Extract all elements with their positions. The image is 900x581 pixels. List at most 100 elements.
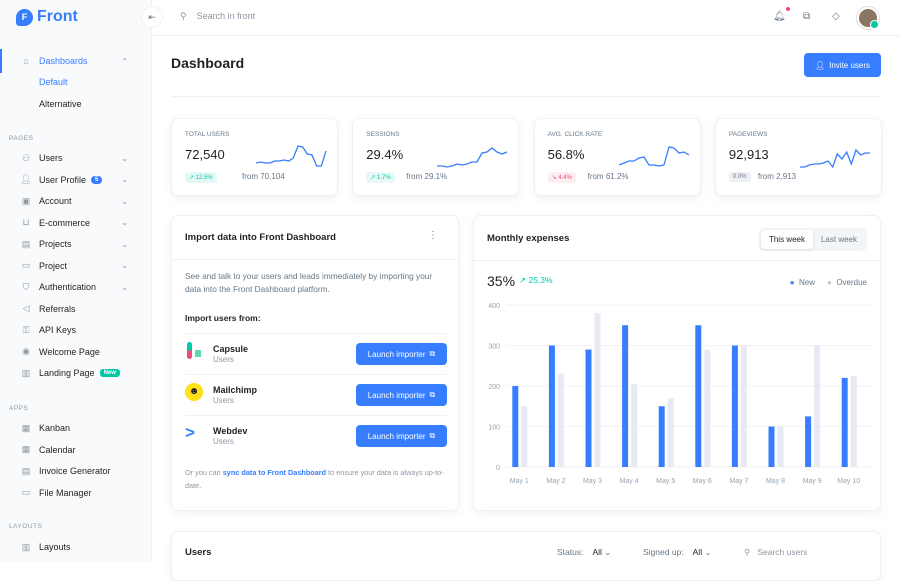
avatar[interactable]	[857, 7, 879, 29]
stat-from: from 70,104	[242, 172, 285, 181]
sidebar-item-project[interactable]: ▭ Project ⌄	[0, 256, 152, 276]
new-badge: New	[99, 369, 120, 377]
section-pages: PAGES	[9, 135, 34, 142]
sparkline-line	[256, 145, 327, 167]
users-search[interactable]: ⚲ Search users	[744, 547, 807, 558]
sidebar-item-users[interactable]: ⚇ Users ⌄	[0, 148, 152, 168]
sidebar-item-e-commerce[interactable]: ⊔ E-commerce ⌄	[0, 213, 152, 233]
sidebar-item-alternative[interactable]: Alternative	[39, 99, 82, 109]
sidebar-item-authentication[interactable]: ⛉ Authentication ⌄	[0, 277, 152, 297]
stat-change-badge: ↗ 12.5%	[185, 172, 217, 183]
import-card: Import data into Front Dashboard ⋮ See a…	[171, 215, 459, 511]
import-name: Capsule	[213, 344, 249, 354]
sidebar-item-welcome-page[interactable]: ◉ Welcome Page	[0, 342, 152, 362]
logo[interactable]: F Front	[16, 8, 78, 26]
sparkline-line	[799, 148, 870, 169]
box-arrow-icon[interactable]: ⧉	[803, 11, 811, 22]
sidebar-item-default[interactable]: Default	[39, 77, 68, 87]
launch-importer-button[interactable]: Launch importer ⧉	[356, 343, 447, 365]
chevron-down-icon: ⌄	[121, 261, 128, 270]
sidebar-item-label: Users	[39, 153, 63, 163]
sidebar-item-user-profile[interactable]: 👤︎ User Profile 5 ⌄	[0, 170, 152, 190]
bar-overdue	[740, 345, 747, 467]
capsule-logo	[185, 342, 203, 360]
more-vertical-icon[interactable]: ⋮	[428, 230, 438, 241]
tab-this-week[interactable]: This week	[760, 230, 813, 249]
sidebar-item-invoice-generator[interactable]: ▤ Invoice Generator	[0, 461, 152, 481]
expenses-card: Monthly expenses This week Last week 35% …	[473, 215, 881, 511]
sidebar-item-kanban[interactable]: ▦ Kanban	[0, 418, 152, 438]
section-layouts: LAYOUTS	[9, 523, 43, 530]
sidebar-item-label: E-commerce	[39, 217, 91, 228]
launch-importer-button[interactable]: Launch importer ⧉	[356, 425, 447, 447]
import-description: See and talk to your users and leads imm…	[185, 271, 433, 294]
status-value: All	[592, 547, 602, 557]
legend-overdue: ● Overdue	[827, 278, 867, 287]
change-value: 1.7%	[377, 175, 391, 181]
sidebar-item-referrals[interactable]: ◁ Referrals	[0, 299, 152, 319]
change-value: 4.4%	[558, 175, 572, 181]
diamond-icon[interactable]: ◇	[832, 11, 840, 22]
divider	[172, 259, 458, 260]
stat-change-badge: 0.0%	[728, 172, 751, 182]
notification-dot	[786, 7, 790, 11]
users-search-input[interactable]: Search users	[757, 547, 808, 557]
stat-value: 72,540	[185, 147, 225, 162]
sidebar-item-layouts[interactable]: ▥ Layouts	[0, 537, 152, 557]
shield-icon: ⛉	[22, 281, 30, 292]
sparkline	[618, 146, 689, 167]
footer-text: Or you can	[185, 468, 223, 477]
bar-overdue	[704, 349, 711, 467]
x-tick-label: May 5	[656, 478, 675, 485]
stat-from: from 61.2%	[587, 172, 629, 181]
tab-last-week[interactable]: Last week	[820, 235, 857, 244]
status-filter[interactable]: Status: All ⌄	[557, 547, 611, 558]
sparkline	[799, 148, 870, 169]
expenses-chart: 0 100 200 300 400 May 1 May 2 May 3 May 4 May 5 Ma…	[488, 303, 873, 485]
sidebar-item-file-manager[interactable]: ▭ File Manager	[0, 483, 152, 503]
sidebar-item-calendar[interactable]: ▦ Calendar	[0, 440, 152, 460]
legend: ● New ● Overdue	[790, 278, 867, 287]
logo-icon: F	[16, 8, 33, 26]
bar-new	[512, 386, 519, 467]
sidebar-item-api-keys[interactable]: ⚿ API Keys	[0, 320, 152, 340]
search-bar[interactable]: ⚲ Search in front	[180, 11, 255, 22]
collapse-sidebar-button[interactable]: ⇤	[141, 6, 163, 28]
sidebar-item-label: Layouts	[39, 542, 71, 552]
x-tick-label: May 6	[693, 478, 712, 485]
sparkline-line	[437, 147, 508, 168]
sidebar-item-landing-page[interactable]: ▥ Landing Page New	[0, 363, 152, 383]
trend-icon: ↘	[551, 175, 559, 181]
launch-importer-button[interactable]: Launch importer ⧉	[356, 384, 447, 406]
import-row: Capsule Users Launch importer ⧉	[185, 333, 447, 374]
bar-new	[731, 345, 738, 467]
stat-label: SESSIONS	[366, 131, 400, 138]
stat-label: PAGEVIEWS	[728, 131, 768, 138]
legend-new: ● New	[789, 278, 816, 287]
sidebar-item-label: Authentication	[39, 282, 97, 292]
chevron-down-icon: ⌄	[121, 239, 128, 249]
import-name: Webdev	[213, 426, 248, 436]
button-label: Launch importer	[367, 390, 426, 400]
graph-up-icon: ↗	[519, 275, 529, 285]
stat-card: AVG. CLICK RATE 56.8% ↘ 4.4% from 61.2%	[533, 118, 701, 196]
sync-data-link[interactable]: sync data to Front Dashboard	[222, 468, 327, 477]
sidebar-item-account[interactable]: ▣ Account ⌄	[0, 191, 152, 211]
sparkline	[256, 145, 327, 167]
person-badge-icon: ▣	[21, 195, 31, 206]
bell-icon[interactable]: 🔔︎	[773, 11, 786, 22]
bar-overdue	[777, 426, 784, 467]
search-input[interactable]: Search in front	[196, 11, 256, 21]
sidebar-item-label: API Keys	[39, 325, 77, 335]
status-label: Status:	[557, 547, 584, 557]
chevron-down-icon: ⌄	[604, 547, 612, 557]
import-row: > Webdev Users Launch importer ⧉	[185, 415, 447, 456]
bar-overdue	[521, 406, 528, 467]
sidebar-item-projects[interactable]: ▤ Projects ⌄	[0, 234, 152, 254]
sidebar-item-dashboards[interactable]: ⌂ Dashboards ⌃	[0, 49, 152, 73]
brand-name: Front	[37, 8, 78, 25]
invite-users-button[interactable]: 👤︎ Invite users	[804, 53, 881, 77]
stat-change-badge: ↘ 4.4%	[547, 172, 576, 183]
signed-up-filter[interactable]: Signed up: All ⌄	[643, 547, 712, 558]
bar-new	[585, 349, 592, 467]
